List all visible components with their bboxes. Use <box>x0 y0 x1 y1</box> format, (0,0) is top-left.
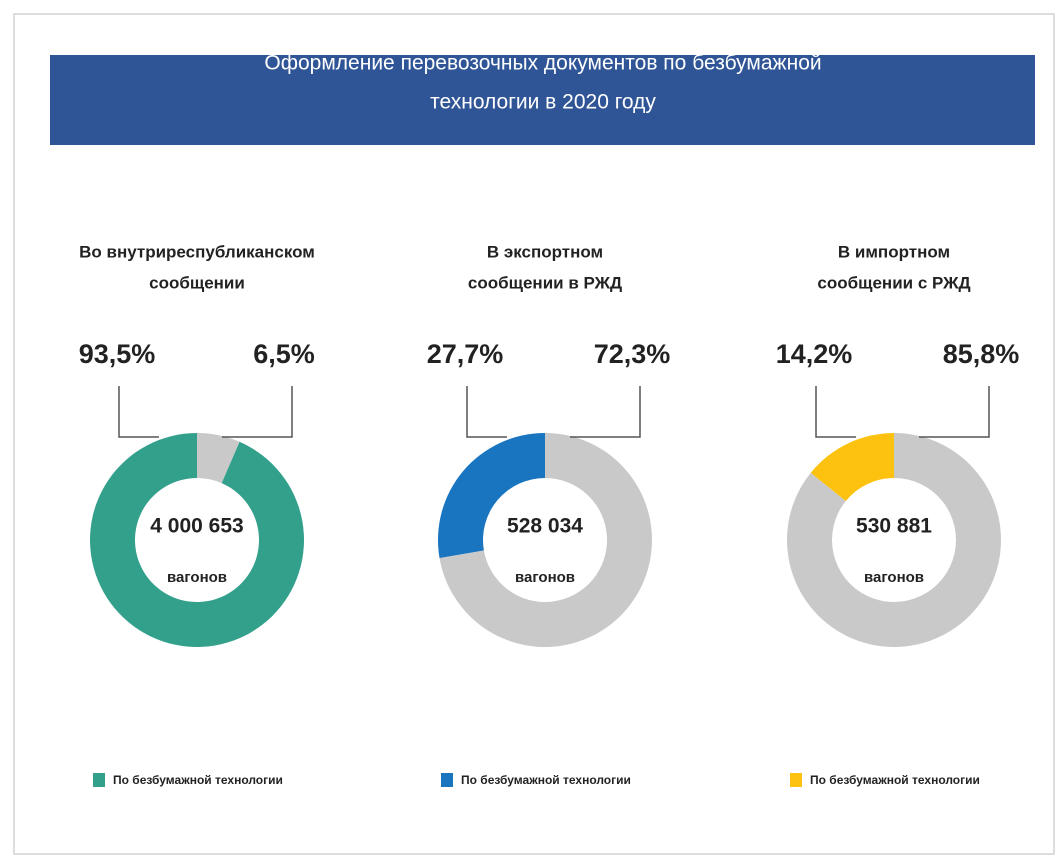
center-total: 530 881 <box>856 515 932 538</box>
header-title: технологии в 2020 году <box>430 91 656 114</box>
leader-line <box>222 386 293 438</box>
chart-title: В импортном <box>838 242 950 261</box>
donut-segment <box>810 433 894 502</box>
chart-title: В экспортном <box>487 242 603 261</box>
chart-title: сообщении с РЖД <box>817 273 970 292</box>
legend-label: По безбумажной технологии <box>461 773 631 787</box>
legend-label: По безбумажной технологии <box>810 773 980 787</box>
data-label: 27,7% <box>427 339 504 369</box>
center-unit: вагонов <box>167 569 227 586</box>
header-title: Оформление перевозочных документов по бе… <box>264 52 821 75</box>
leader-line <box>815 386 856 438</box>
data-label: 6,5% <box>253 339 315 369</box>
data-label: 14,2% <box>776 339 853 369</box>
chart-title: Во внутриреспубликанском <box>79 242 315 261</box>
center-unit: вагонов <box>864 569 924 586</box>
donut-segment <box>787 433 1001 647</box>
donut-segment <box>89 432 304 647</box>
data-label: 85,8% <box>943 339 1020 369</box>
leader-line <box>118 386 159 438</box>
chart-title: сообщении <box>149 273 245 292</box>
center-total: 528 034 <box>507 515 583 538</box>
legend-label: По безбумажной технологии <box>113 773 283 787</box>
legend-swatch <box>93 773 105 787</box>
legend-swatch <box>441 773 453 787</box>
data-label: 93,5% <box>79 339 156 369</box>
leader-line <box>919 386 990 438</box>
donut-segment <box>439 433 652 647</box>
legend-swatch <box>790 773 802 787</box>
center-total: 4 000 653 <box>150 515 243 538</box>
donut-segment <box>197 433 240 484</box>
donut-segment <box>438 433 545 559</box>
chart-title: сообщении в РЖД <box>468 273 622 292</box>
header-band <box>50 55 1035 145</box>
center-unit: вагонов <box>515 569 575 586</box>
leader-line <box>466 386 507 438</box>
data-label: 72,3% <box>594 339 671 369</box>
leader-line <box>570 386 641 438</box>
